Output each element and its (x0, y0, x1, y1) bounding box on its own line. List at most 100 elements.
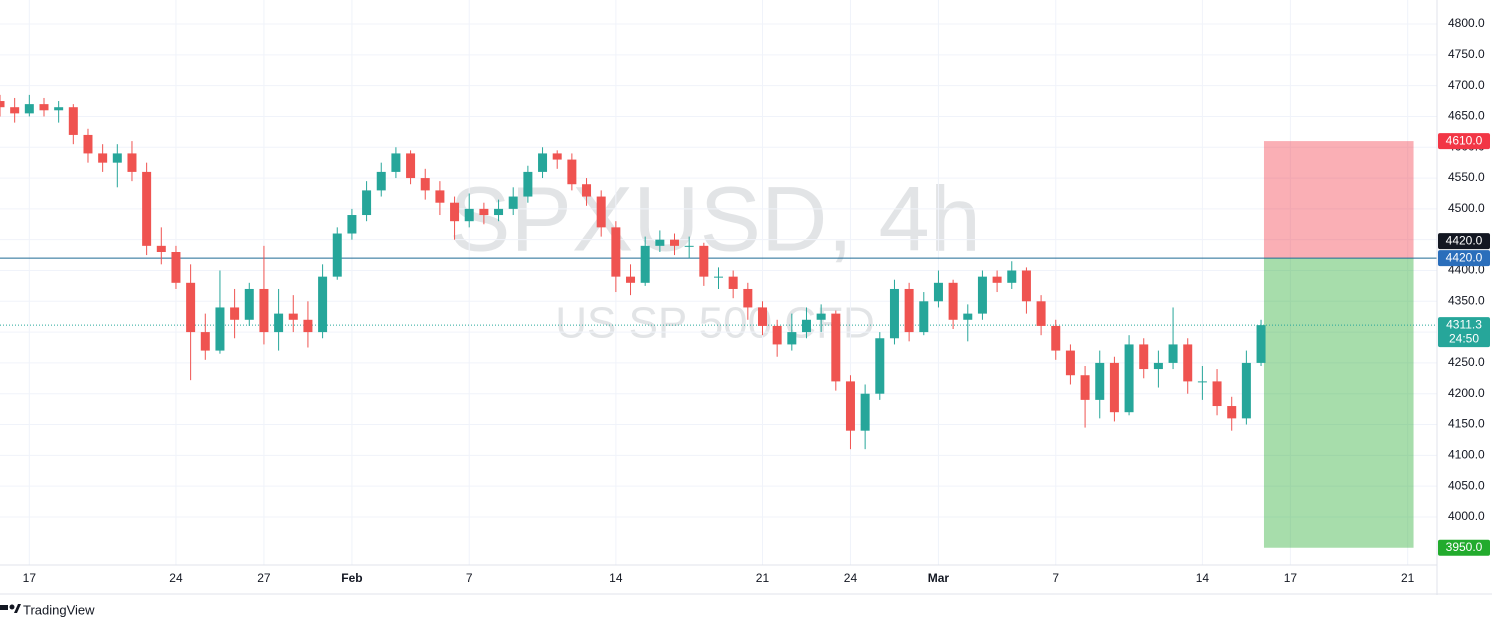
candle-body (332, 233, 342, 277)
candle-body (1212, 381, 1222, 407)
x-tick-label: 14 (1196, 571, 1210, 585)
y-tick-label: 4800.0 (1448, 16, 1485, 30)
watermark: SPXUSD, 4h (449, 168, 981, 270)
stop-zone (1263, 141, 1414, 259)
candle-body (83, 134, 93, 154)
candle-body (582, 184, 592, 197)
candle-body (1241, 362, 1251, 419)
entry-price-label-bg (1438, 233, 1490, 250)
candle-body (127, 153, 137, 172)
target-price-label: 3950.0 (1446, 540, 1483, 554)
candle-body (714, 276, 723, 278)
candle-body (288, 313, 298, 320)
candle-body (215, 307, 225, 351)
x-tick-label: 24 (169, 571, 183, 585)
watermark-sub: US SP 500 CFD (555, 299, 875, 348)
candle-body (757, 307, 767, 326)
candle-body (1197, 381, 1207, 383)
candle-body (508, 196, 518, 209)
candle-body (1124, 344, 1134, 413)
candle-body (640, 245, 650, 283)
candle-body (274, 313, 284, 333)
candle-body (1007, 270, 1017, 283)
y-tick-label: 4050.0 (1448, 478, 1485, 492)
candle-body (1227, 406, 1237, 419)
candle-body (684, 245, 694, 247)
candle-body (655, 239, 665, 246)
candle-body (24, 104, 34, 114)
candle-body (435, 190, 445, 203)
candle-body (552, 153, 562, 160)
candle-body (68, 107, 78, 135)
y-tick-label: 4700.0 (1448, 78, 1485, 92)
x-tick-label: 24 (844, 571, 858, 585)
x-tick-label: 21 (1401, 571, 1415, 585)
candle-body (1168, 344, 1178, 363)
candle-body (523, 171, 533, 197)
plot (0, 0, 1437, 565)
candle-body (743, 288, 753, 308)
candle-body (626, 276, 636, 283)
candle-body (156, 245, 166, 253)
candle-body (728, 276, 738, 289)
candle-body (112, 153, 122, 163)
candle-body (142, 171, 152, 246)
x-tick-label: 7 (1052, 571, 1059, 585)
candle-body (98, 153, 108, 163)
y-tick-label: 4650.0 (1448, 109, 1485, 123)
candle-body (816, 313, 826, 320)
y-tick-label: 4200.0 (1448, 386, 1485, 400)
candle-body (933, 282, 943, 302)
candle-body (230, 307, 240, 320)
candle-body (318, 276, 328, 333)
candle-body (670, 239, 680, 246)
candle-body (787, 332, 797, 345)
candle-body (860, 393, 870, 431)
candle-body (186, 282, 196, 333)
hline-price-label: 4420.0 (1446, 250, 1483, 264)
candle-body (39, 104, 49, 111)
candle-body (1109, 362, 1119, 413)
last-price-label-bg (1438, 317, 1490, 348)
candle-body (479, 208, 489, 216)
candle-body (963, 313, 973, 320)
candle-body (0, 101, 5, 108)
stop-price-label: 4610.0 (1446, 133, 1483, 147)
y-tick-label: 4750.0 (1448, 47, 1485, 61)
candle-body (1095, 362, 1105, 400)
x-tick-label: 7 (466, 571, 473, 585)
entry-price-label: 4420.0 (1446, 233, 1483, 247)
candle-body (977, 276, 987, 314)
branding[interactable]: TradingView (23, 602, 95, 617)
candle-body (494, 208, 504, 216)
y-tick-label: 4150.0 (1448, 417, 1485, 431)
candle-body (1065, 350, 1075, 376)
candle-body (1256, 325, 1266, 363)
candle-body (875, 338, 885, 394)
hline-price-label-bg (1438, 250, 1490, 267)
candle-body (948, 282, 958, 320)
candle-body (611, 227, 621, 277)
candle-body (10, 107, 20, 114)
candle-body (1139, 344, 1149, 370)
candle-body (244, 288, 254, 320)
candle-body (992, 276, 1002, 283)
target-price-label-bg (1438, 539, 1490, 556)
candle-body (1051, 325, 1061, 351)
candle-body (1183, 344, 1193, 382)
x-tick-label: 21 (756, 571, 770, 585)
last-price-label: 4311.3 (1446, 317, 1482, 331)
candle-body (904, 288, 914, 333)
y-tick-label: 4550.0 (1448, 170, 1485, 184)
candle-body (347, 215, 357, 234)
candle-body (1153, 362, 1163, 370)
x-tick-label: 17 (23, 571, 37, 585)
logo (0, 604, 21, 613)
y-tick-label: 4250.0 (1448, 355, 1485, 369)
candle-body (200, 332, 210, 351)
candle-body (919, 301, 929, 333)
candle-body (54, 107, 64, 111)
candle-body (1036, 301, 1046, 326)
